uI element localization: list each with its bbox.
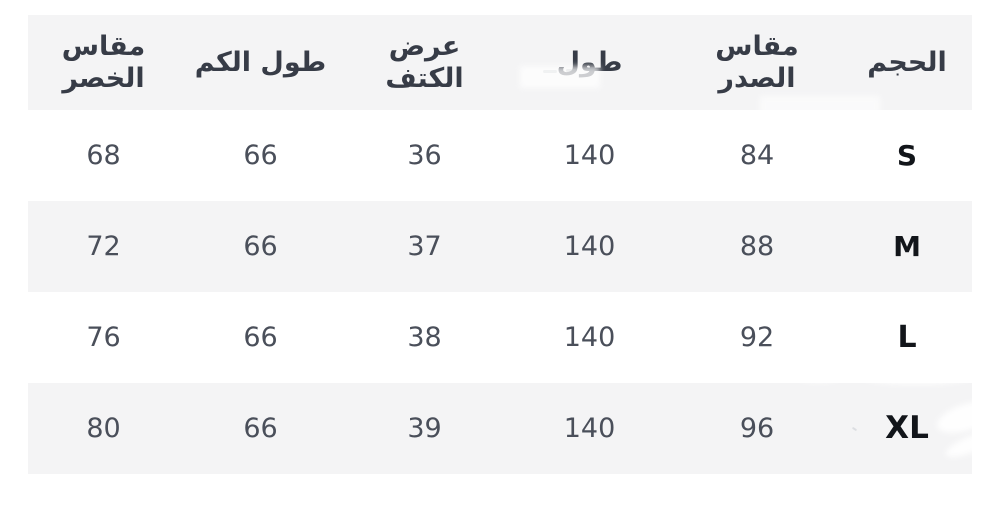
cell-size: L (897, 319, 917, 355)
cell-sleeve: 66 (243, 413, 278, 444)
cell-sleeve: 66 (243, 140, 278, 171)
column-header-chest: مقاس الصدر (672, 15, 842, 110)
cell-length: 140 (563, 322, 616, 353)
column-header-sleeve: طول الكم (179, 15, 342, 110)
column-header-waist-line-1: مقاس (61, 30, 146, 62)
column-header-size-line-1: الحجم (867, 46, 947, 78)
cell-chest: 92 (739, 322, 775, 353)
cell-waist: 80 (86, 413, 121, 444)
table-row: XL 96 140 39 66 80 (28, 383, 972, 474)
column-header-length: طول (507, 15, 672, 110)
column-header-size: الحجم (842, 15, 972, 110)
cell-shoulder: 36 (407, 140, 442, 171)
column-header-chest-line-1: مقاس (715, 30, 799, 62)
cell-length: 140 (563, 231, 616, 262)
cell-shoulder: 38 (407, 322, 442, 353)
table-header-row: الحجم مقاس الصدر طول (28, 15, 972, 110)
cell-waist: 76 (86, 322, 121, 353)
column-header-sleeve-line-1: طول الكم (194, 46, 327, 78)
cell-size: S (896, 138, 918, 172)
table-row: L 92 140 38 66 76 (28, 292, 972, 383)
cell-waist: 68 (86, 140, 121, 171)
cell-shoulder: 37 (407, 231, 442, 262)
cell-chest: 88 (739, 231, 775, 262)
column-header-shoulder: عرض الكتف (342, 15, 507, 110)
cell-waist: 72 (86, 231, 121, 262)
column-header-waist-line-2: الخصر (62, 62, 145, 94)
size-chart-table-wrapper: الحجم مقاس الصدر طول (28, 15, 972, 474)
table-row: S 84 140 36 66 68 (28, 110, 972, 201)
size-chart-table: الحجم مقاس الصدر طول (28, 15, 972, 474)
cell-shoulder: 39 (407, 413, 442, 444)
column-header-shoulder-line-1: عرض الكتف (385, 30, 464, 94)
cell-size: M (893, 229, 921, 263)
cell-sleeve: 66 (243, 231, 278, 262)
cell-chest: 84 (739, 140, 775, 171)
cell-chest: 96 (739, 413, 775, 444)
table-row: M 88 140 37 66 72 (28, 201, 972, 292)
table-header: الحجم مقاس الصدر طول (28, 15, 972, 110)
column-header-waist: مقاس الخصر (28, 15, 179, 110)
cell-sleeve: 66 (243, 322, 278, 353)
cell-size: XL (885, 410, 929, 446)
cell-length: 140 (563, 140, 616, 171)
column-header-length-line-1: طول (556, 46, 623, 78)
cell-length: 140 (563, 413, 616, 444)
table-body: S 84 140 36 66 68 M 88 140 37 66 72 L (28, 110, 972, 474)
column-header-chest-line-2: الصدر (718, 62, 796, 94)
